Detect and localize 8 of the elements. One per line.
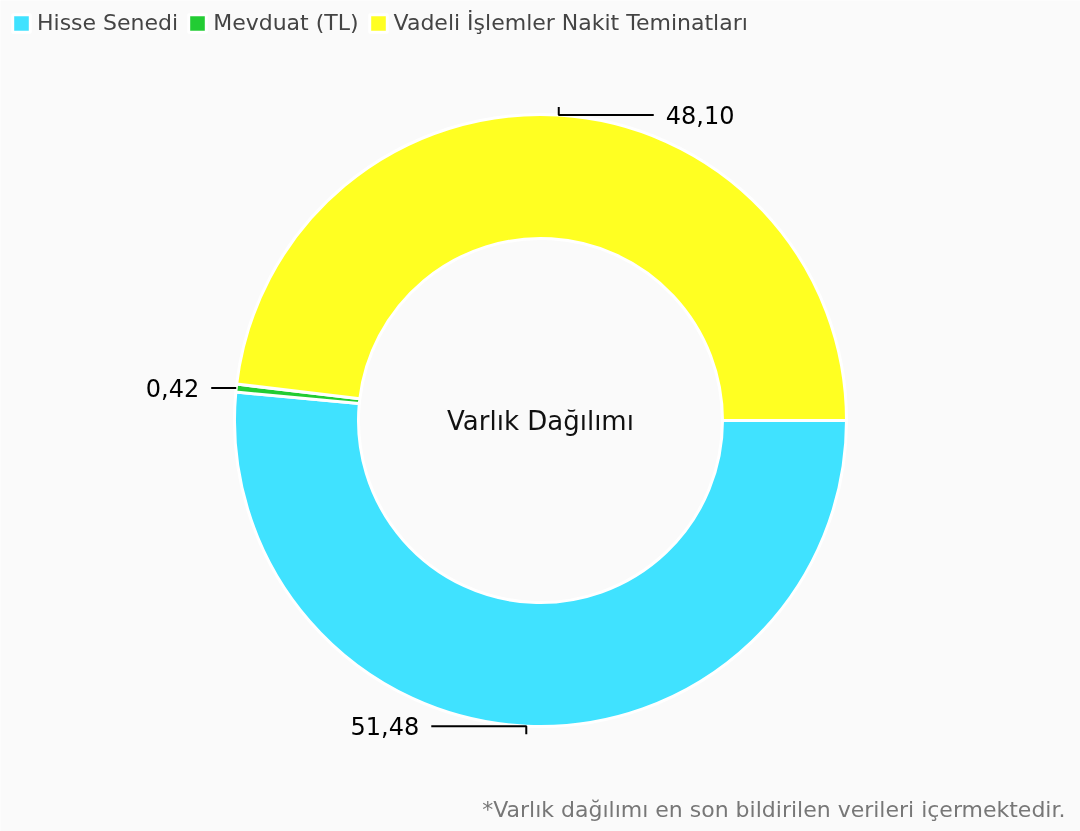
text: Varlık Dağılımı <box>447 405 634 436</box>
data-label: 0,42 <box>145 375 200 404</box>
legend-label: Mevduat (TL) <box>213 10 359 35</box>
text: *Varlık dağılımı en son bildirilen verileri içermektedir. <box>482 797 1066 822</box>
data-label: 51,48 <box>350 713 420 742</box>
legend-label: Hisse Senedi <box>37 10 179 35</box>
legend-label: Vadeli İşlemler Nakit Teminatları <box>393 10 748 35</box>
data-label: 48,10 <box>665 102 735 131</box>
